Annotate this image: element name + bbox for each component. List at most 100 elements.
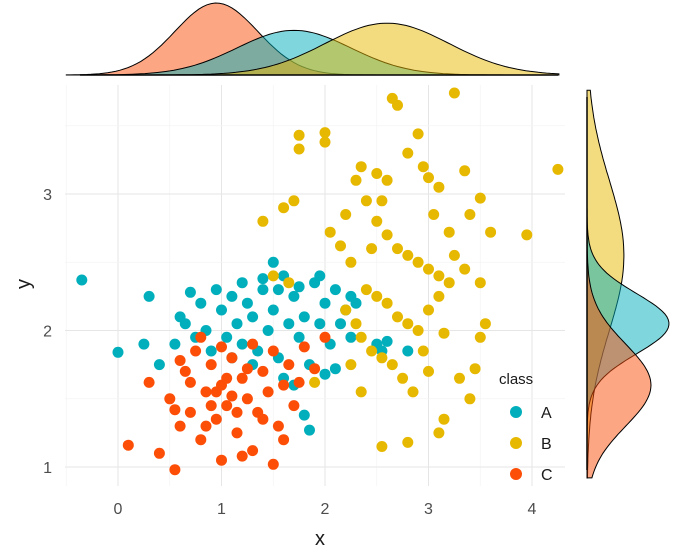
- point-B: [448, 87, 460, 99]
- point-B: [283, 277, 295, 289]
- legend-label-C: C: [541, 467, 553, 484]
- point-B: [417, 161, 429, 173]
- point-B: [350, 174, 362, 186]
- point-C: [210, 386, 222, 398]
- point-A: [267, 256, 279, 268]
- point-C: [247, 338, 259, 350]
- right-marginal-density: [586, 89, 670, 479]
- x-tick-label: 4: [528, 501, 537, 518]
- point-B: [454, 372, 465, 384]
- point-A: [381, 335, 393, 347]
- point-B: [433, 270, 445, 282]
- legend-key-C: [510, 468, 522, 480]
- point-A: [226, 290, 238, 302]
- point-C: [122, 439, 134, 451]
- point-A: [221, 331, 233, 343]
- point-C: [210, 413, 222, 425]
- point-B: [350, 318, 362, 330]
- point-B: [288, 195, 300, 207]
- point-C: [257, 413, 269, 425]
- point-A: [174, 311, 186, 323]
- point-A: [288, 290, 300, 302]
- axis-ticks: 0 1 2 3 4 1 2 3: [43, 187, 536, 518]
- point-C: [267, 345, 279, 357]
- point-C: [241, 393, 253, 405]
- point-A: [184, 286, 196, 298]
- point-B: [402, 249, 414, 261]
- point-A: [335, 318, 346, 330]
- y-tick-label: 2: [43, 324, 52, 341]
- point-B: [448, 249, 460, 261]
- point-A: [298, 409, 310, 421]
- point-A: [262, 325, 274, 336]
- point-A: [272, 284, 284, 296]
- point-A: [138, 338, 150, 350]
- point-B: [371, 215, 383, 227]
- point-B: [464, 393, 476, 405]
- point-A: [329, 284, 341, 296]
- point-A: [293, 331, 305, 343]
- point-B: [366, 345, 378, 357]
- point-B: [360, 284, 372, 296]
- point-B: [319, 127, 331, 139]
- point-A: [345, 290, 357, 302]
- point-C: [169, 464, 181, 476]
- point-B: [345, 359, 357, 371]
- point-A: [143, 290, 155, 302]
- point-C: [267, 458, 279, 470]
- point-A: [345, 331, 357, 343]
- point-B: [355, 331, 367, 343]
- point-B: [257, 215, 269, 227]
- point-B: [392, 311, 403, 323]
- point-C: [262, 386, 274, 398]
- point-A: [319, 297, 331, 309]
- point-B: [267, 270, 279, 282]
- point-A: [169, 338, 181, 350]
- point-B: [355, 386, 367, 398]
- point-B: [386, 359, 398, 371]
- point-A: [257, 284, 269, 296]
- point-A: [283, 318, 295, 330]
- point-B: [423, 365, 434, 377]
- point-A: [402, 345, 414, 357]
- point-C: [195, 434, 207, 446]
- point-A: [153, 359, 165, 371]
- point-C: [216, 454, 227, 466]
- legend: class ABC: [499, 371, 553, 484]
- point-A: [319, 368, 331, 380]
- point-B: [407, 386, 419, 398]
- point-C: [278, 379, 290, 391]
- point-B: [521, 229, 533, 241]
- top-marginal-density: [65, 2, 560, 76]
- point-C: [293, 376, 305, 388]
- point-C: [221, 372, 233, 384]
- point-B: [464, 209, 476, 220]
- point-B: [459, 165, 471, 177]
- point-B: [402, 318, 414, 330]
- point-C: [205, 400, 217, 412]
- point-B: [459, 263, 471, 275]
- point-A: [298, 311, 310, 323]
- point-C: [190, 345, 202, 357]
- point-B: [474, 192, 486, 204]
- point-B: [392, 243, 403, 255]
- point-B: [443, 277, 455, 289]
- point-C: [309, 363, 321, 375]
- point-B: [412, 128, 424, 140]
- x-tick-label: 2: [321, 501, 330, 518]
- point-A: [267, 304, 279, 316]
- point-B: [345, 256, 357, 268]
- point-C: [226, 352, 238, 364]
- point-C: [195, 331, 207, 343]
- point-C: [216, 341, 227, 353]
- point-A: [112, 346, 124, 358]
- point-A: [216, 304, 227, 316]
- point-C: [184, 406, 196, 418]
- point-A: [231, 318, 243, 330]
- point-B: [402, 147, 414, 159]
- point-B: [278, 202, 290, 214]
- legend-label-A: A: [541, 405, 552, 422]
- point-B: [433, 181, 445, 193]
- point-C: [319, 331, 331, 343]
